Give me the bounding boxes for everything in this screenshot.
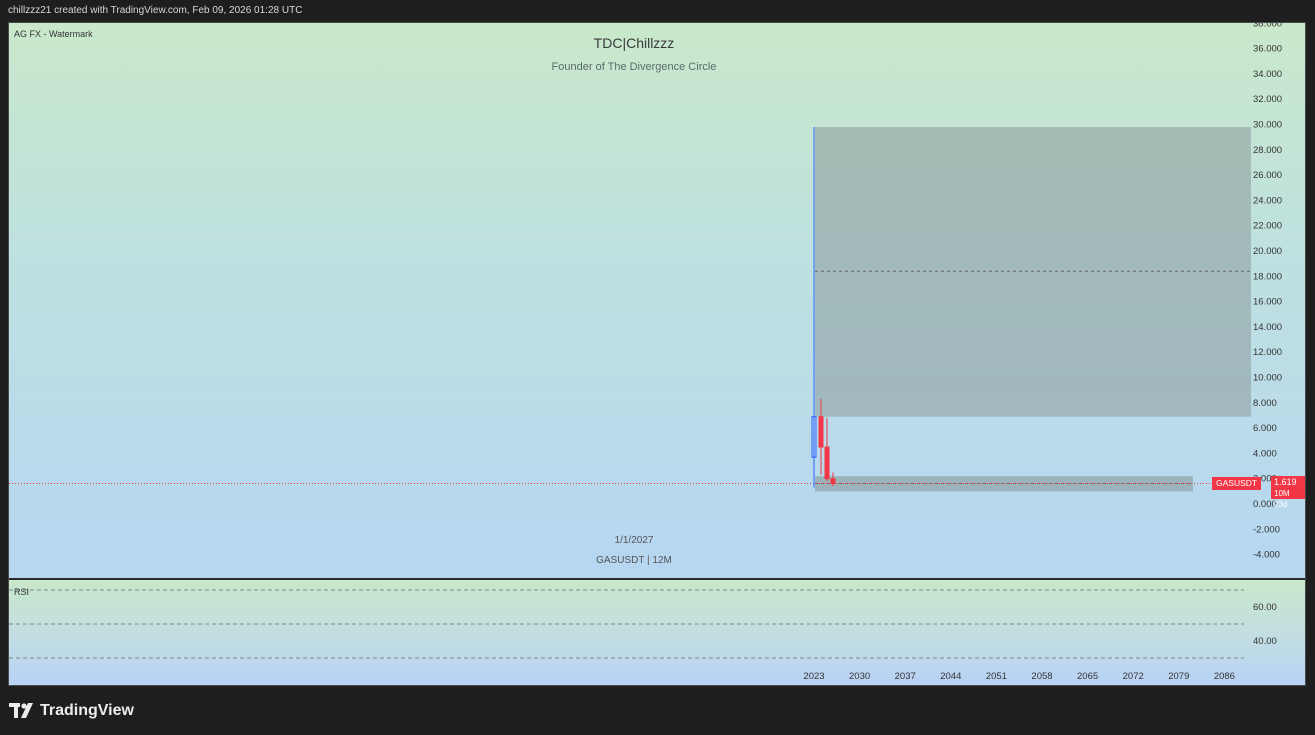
price-axis-label: 26.000 [1253, 170, 1282, 181]
time-axis-label: 2072 [1123, 671, 1144, 682]
bar-countdown-label: 10M 23d [1271, 488, 1305, 509]
price-axis-label: 14.000 [1253, 322, 1282, 333]
tradingview-logo-icon [9, 703, 33, 718]
price-axis-label: 18.000 [1253, 271, 1282, 282]
price-axis-label: 36.000 [1253, 44, 1282, 55]
price-axis-label: 32.000 [1253, 94, 1282, 105]
watermark-symbol: GASUSDT | 12M [596, 555, 672, 566]
price-axis-label: 4.000 [1253, 448, 1277, 459]
pane-separator[interactable] [9, 578, 1305, 580]
tradingview-logo[interactable]: TradingView [9, 700, 134, 722]
time-axis-label: 2079 [1168, 671, 1189, 682]
supply-zone [815, 127, 1251, 417]
price-axis-label: 8.000 [1253, 398, 1277, 409]
price-axis-label: 22.000 [1253, 221, 1282, 232]
price-axis-label: 16.000 [1253, 297, 1282, 308]
price-axis-label: 2.000 [1253, 474, 1277, 485]
chart-frame: 38.000 36.000 34.000 32.000 30.000 28.000 26.0… [8, 22, 1306, 686]
price-axis-label: 12.000 [1253, 347, 1282, 358]
candle-body [811, 416, 817, 458]
time-axis-label: 2051 [986, 671, 1007, 682]
time-axis[interactable]: 2023 2030 2037 2044 2051 2058 2065 2072 2079 2086 [9, 663, 1305, 685]
last-price-label: 1.619 [1271, 476, 1305, 488]
time-axis-label: 2044 [940, 671, 961, 682]
time-axis-label: 2030 [849, 671, 870, 682]
rsi-label[interactable]: RSI [14, 587, 30, 597]
symbol-price-tag: GASUSDT [1212, 477, 1262, 490]
time-axis-label: 2037 [895, 671, 916, 682]
time-axis-label: 2086 [1214, 671, 1235, 682]
time-axis-label: 2065 [1077, 671, 1098, 682]
candle-body [818, 416, 824, 448]
indicator-name[interactable]: AG FX - Watermark [14, 29, 93, 39]
rsi-axis-label: 40.00 [1253, 636, 1277, 647]
price-axis-label: 30.000 [1253, 120, 1282, 131]
price-axis-label: 20.000 [1253, 246, 1282, 257]
price-axis-label: 28.000 [1253, 145, 1282, 156]
price-axis-label: 0.000 [1253, 499, 1277, 510]
rsi-chart[interactable]: 60.00 40.00 [9, 580, 1305, 673]
price-axis-label: 6.000 [1253, 423, 1277, 434]
chart-caption: chillzzz21 created with TradingView.com,… [8, 5, 303, 16]
time-axis-label: 2023 [803, 671, 824, 682]
main-pane[interactable]: 38.000 36.000 34.000 32.000 30.000 28.000 26.0… [9, 23, 1305, 578]
price-axis-label: 38.000 [1253, 23, 1282, 29]
candle-body [830, 478, 836, 485]
price-axis-label: 34.000 [1253, 69, 1282, 80]
tradingview-logo-text: TradingView [40, 702, 134, 719]
watermark-date: 1/1/2027 [614, 535, 654, 546]
price-axis-label: -2.000 [1253, 524, 1280, 535]
price-axis-label: -4.000 [1253, 550, 1280, 561]
candle-body [824, 446, 830, 480]
price-axis-label: 24.000 [1253, 195, 1282, 206]
rsi-pane[interactable]: 60.00 40.00 RSI [9, 580, 1305, 673]
time-axis-label: 2058 [1031, 671, 1052, 682]
watermark-subtitle: Founder of The Divergence Circle [551, 61, 717, 73]
price-axis-label: 10.000 [1253, 373, 1282, 384]
rsi-axis-label: 60.00 [1253, 602, 1277, 613]
price-chart[interactable]: 38.000 36.000 34.000 32.000 30.000 28.000 26.0… [9, 23, 1305, 578]
watermark-title: TDC|Chillzzz [593, 35, 675, 51]
